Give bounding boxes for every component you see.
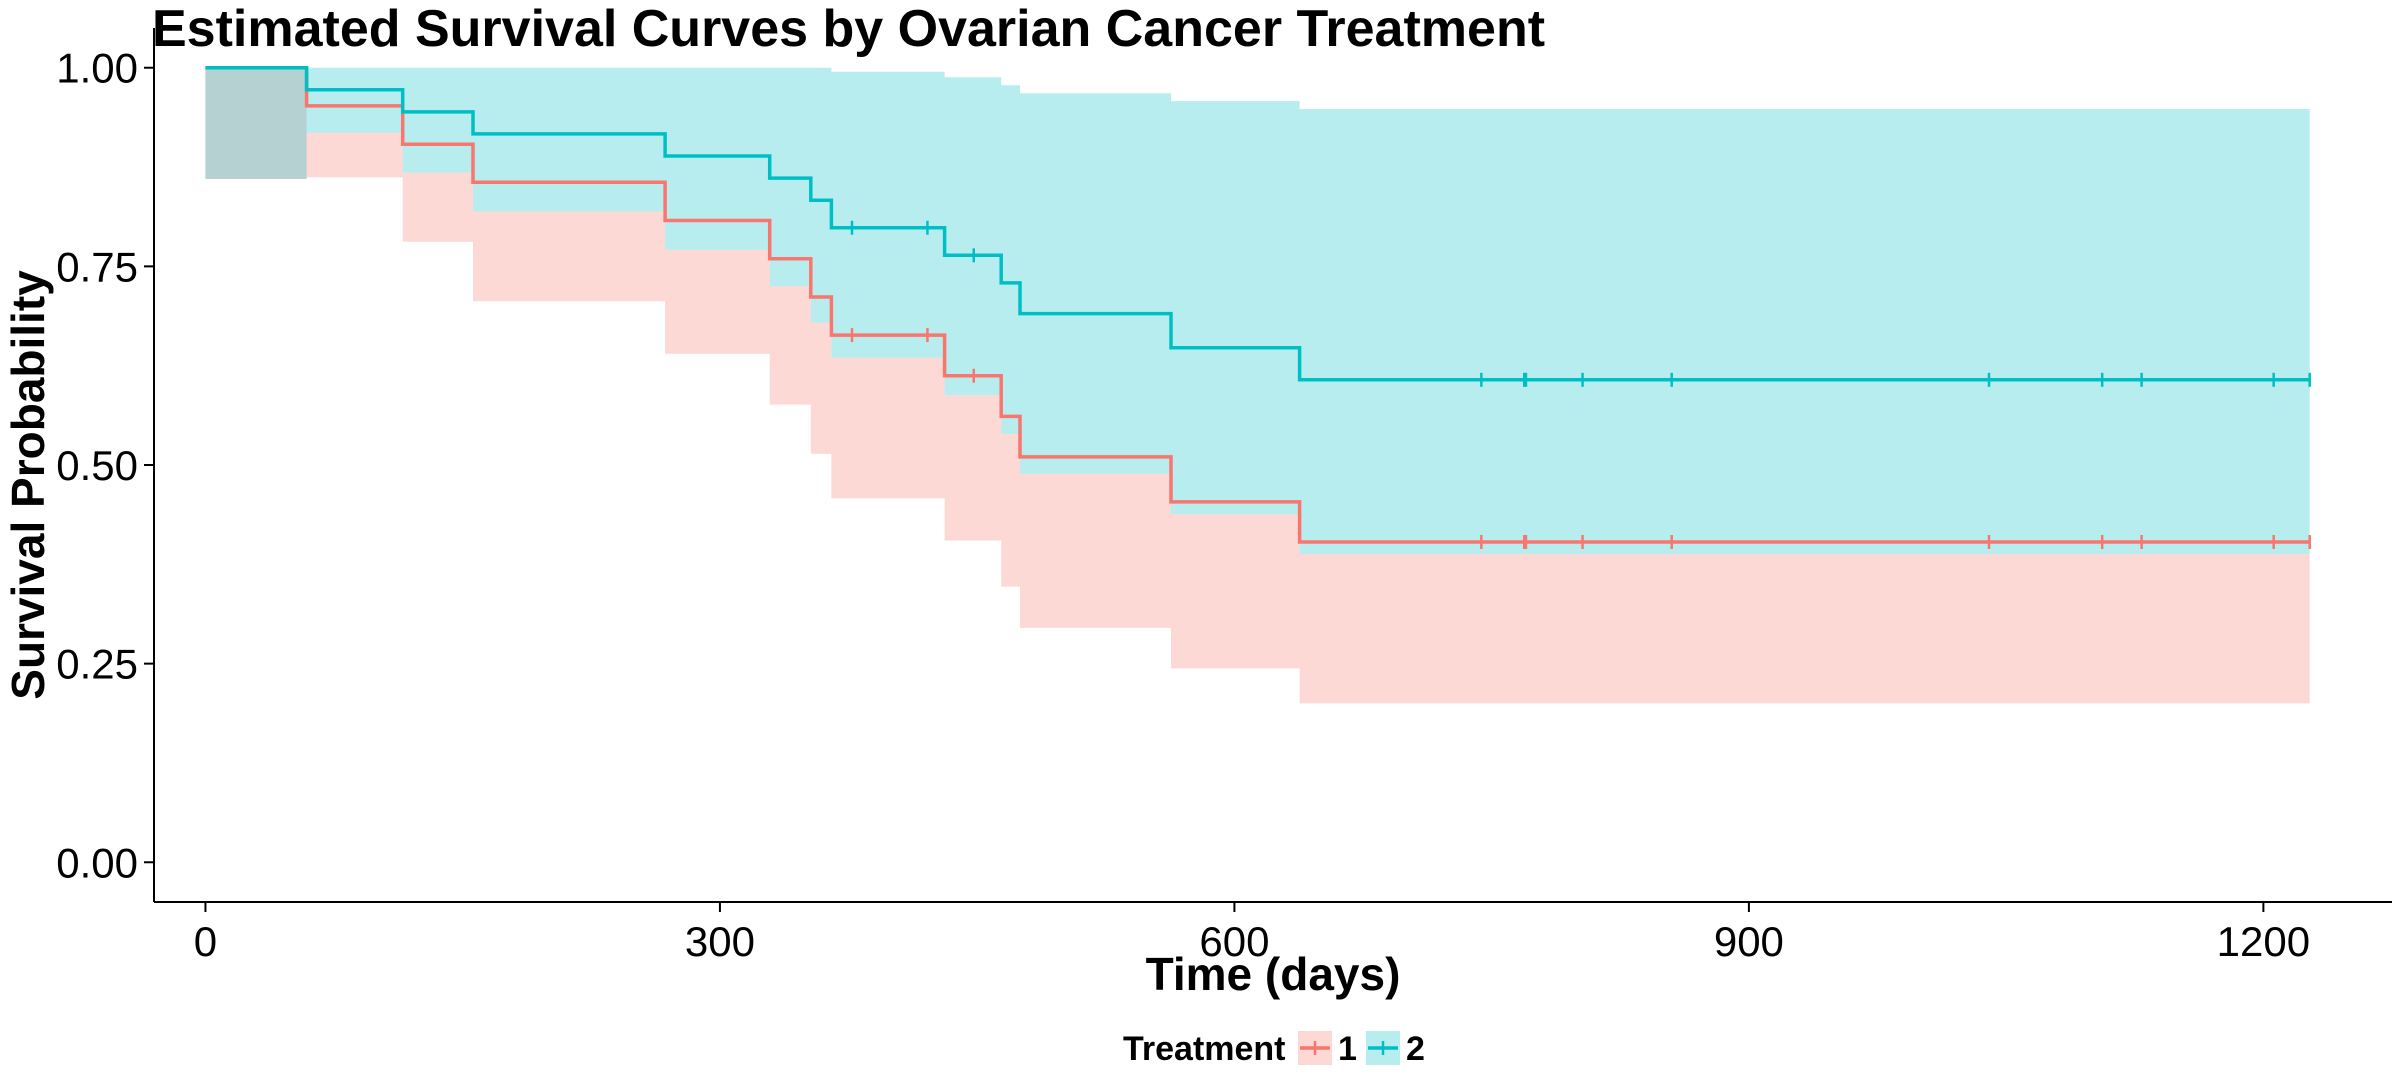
ticks: 0 300 600 900 1200 0.00 0.25 0.50 0.75 1.00 <box>56 45 2310 965</box>
y-tick-label: 0.75 <box>56 243 138 290</box>
censor-marks <box>850 220 2311 549</box>
x-tick-label: 1200 <box>2217 918 2310 965</box>
ci-band-treatment-2 <box>205 67 2310 554</box>
y-axis-title: Survival Probability <box>2 270 54 700</box>
y-tick-label: 0.25 <box>56 641 138 688</box>
survival-lines <box>205 65 2310 544</box>
y-tick-label: 0.50 <box>56 442 138 489</box>
x-tick-label: 900 <box>1714 918 1784 965</box>
legend-title: Treatment <box>1123 1030 1286 1068</box>
x-tick-label: 300 <box>685 918 755 965</box>
y-tick-label: 0.00 <box>56 839 138 886</box>
survival-line-treatment-2 <box>205 65 2310 382</box>
confidence-bands <box>205 67 2310 704</box>
x-tick-label: 600 <box>1199 918 1269 965</box>
survival-line-treatment-1 <box>205 65 2310 544</box>
chart-title: Estimated Survival Curves by Ovarian Can… <box>152 0 1545 58</box>
x-tick-label: 0 <box>194 918 217 965</box>
ci-band-treatment-1 <box>205 67 2310 704</box>
y-tick-label: 1.00 <box>56 45 138 92</box>
legend: Treatment 1 2 <box>1123 1030 1425 1068</box>
legend-label-2: 2 <box>1406 1030 1425 1068</box>
x-axis-title: Time (days) <box>1146 948 1401 1000</box>
legend-label-1: 1 <box>1338 1030 1357 1068</box>
